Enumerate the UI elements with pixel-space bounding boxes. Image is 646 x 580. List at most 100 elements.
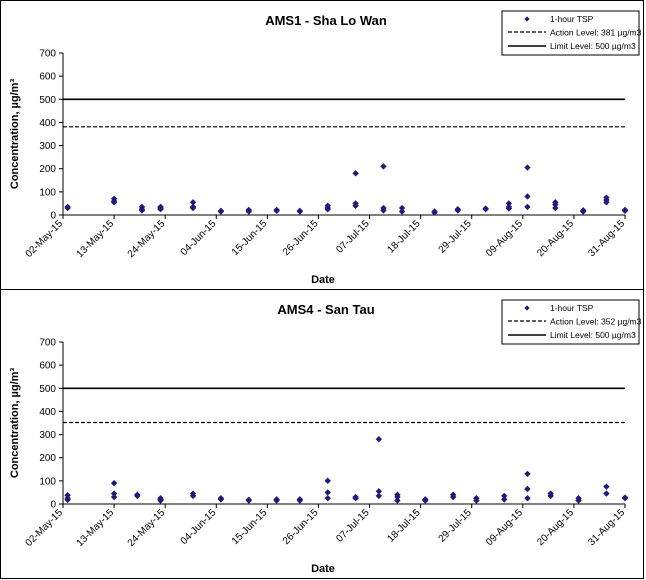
y-tick-label: 400 xyxy=(39,407,56,418)
data-point xyxy=(501,492,508,500)
data-point xyxy=(603,490,610,497)
y-tick-label: 400 xyxy=(39,118,56,129)
x-tick-label: 07-Jul-15 xyxy=(334,507,372,545)
data-point xyxy=(324,495,331,502)
data-point xyxy=(449,493,457,501)
legend-marker-tsp xyxy=(524,16,530,22)
data-point xyxy=(473,497,480,504)
data-point xyxy=(110,479,118,487)
chart-panel-ams4: AMS4 - San Tau 0 100 200 300 400 500 600 700 02-M… xyxy=(0,289,644,579)
data-point xyxy=(524,203,531,211)
x-tick-label: 13-May-15 xyxy=(75,507,117,549)
x-tick-label: 07-Jul-15 xyxy=(334,218,372,256)
y-tick-label: 500 xyxy=(39,384,56,395)
data-point xyxy=(375,436,383,443)
data-point xyxy=(273,497,280,504)
data-point xyxy=(217,496,225,503)
chart-ams4: AMS4 - San Tau 0 100 200 300 400 500 600 700 02-M… xyxy=(9,299,642,575)
x-tick-label: 24-May-15 xyxy=(126,218,168,260)
data-point xyxy=(524,164,531,171)
data-point xyxy=(524,470,531,478)
y-tick-label: 200 xyxy=(39,164,56,175)
chart-title: AMS1 - Sha Lo Wan xyxy=(265,13,387,28)
data-point xyxy=(621,495,629,502)
data-point xyxy=(110,199,118,206)
data-point xyxy=(296,208,304,215)
legend-marker-tsp xyxy=(524,305,530,311)
data-point xyxy=(394,493,401,501)
data-point xyxy=(352,202,359,209)
legend-label-action: Action Level: 381 µg/m3 xyxy=(550,28,642,38)
data-point xyxy=(110,490,118,497)
data-point xyxy=(352,495,359,502)
data-point xyxy=(505,200,513,207)
x-axis-title: Date xyxy=(311,563,335,575)
data-point xyxy=(575,497,582,504)
data-point xyxy=(324,477,331,485)
data-point xyxy=(110,493,118,501)
data-point xyxy=(552,204,559,212)
legend-label-tsp: 1-hour TSP xyxy=(550,303,594,313)
y-tick-label: 500 xyxy=(39,95,56,106)
legend-label-limit: Limit Level: 500 µg/m3 xyxy=(550,41,636,51)
x-tick-label: 29-Jul-15 xyxy=(437,218,475,256)
x-tick-label: 15-Jun-15 xyxy=(230,507,270,547)
y-tick-label: 0 xyxy=(50,500,56,511)
y-tick-label: 600 xyxy=(39,361,56,372)
data-point xyxy=(324,206,331,213)
x-tick-label: 31-Aug-15 xyxy=(586,507,627,548)
data-point xyxy=(352,170,359,177)
data-point xyxy=(380,207,387,214)
data-point xyxy=(189,199,197,206)
data-point xyxy=(217,208,225,215)
data-point xyxy=(64,496,71,504)
data-point xyxy=(454,207,461,214)
x-tick-label: 20-Aug-15 xyxy=(535,218,576,259)
chart-title: AMS4 - San Tau xyxy=(277,302,374,317)
y-tick-label: 700 xyxy=(39,49,56,60)
data-point xyxy=(296,497,304,504)
data-point xyxy=(157,206,164,213)
legend-label-limit: Limit Level: 500 µg/m3 xyxy=(550,330,636,340)
x-tick-label: 09-Aug-15 xyxy=(484,218,525,259)
y-axis-title: Concentration, µg/m³ xyxy=(9,79,21,190)
data-point xyxy=(398,204,406,212)
x-tick-label: 15-Jun-15 xyxy=(230,218,270,258)
x-tick-label: 29-Jul-15 xyxy=(437,507,475,545)
data-point xyxy=(547,492,554,500)
data-point xyxy=(603,199,610,206)
x-tick-label: 02-May-15 xyxy=(24,507,66,549)
legend: 1-hour TSP Action Level: 352 µg/m3 Limit L… xyxy=(501,299,642,345)
legend-box xyxy=(501,299,640,345)
data-point xyxy=(273,207,280,215)
x-tick-label: 26-Jun-15 xyxy=(281,507,321,547)
legend-label-action: Action Level: 352 µg/m3 xyxy=(550,317,642,327)
data-point xyxy=(552,201,559,208)
x-tick-label: 13-May-15 xyxy=(75,218,117,260)
data-point xyxy=(603,483,610,490)
data-point xyxy=(189,204,197,212)
y-tick-label: 300 xyxy=(39,141,56,152)
y-tick-label: 200 xyxy=(39,453,56,464)
y-tick-label: 0 xyxy=(50,211,56,222)
y-tick-label: 700 xyxy=(39,338,56,349)
x-tick-label: 24-May-15 xyxy=(126,507,168,549)
data-point xyxy=(138,207,146,214)
legend-label-tsp: 1-hour TSP xyxy=(550,14,594,24)
data-point xyxy=(579,208,587,215)
y-tick-label: 100 xyxy=(39,476,56,487)
data-point xyxy=(524,495,531,502)
data-point xyxy=(245,208,252,215)
data-point xyxy=(422,497,429,504)
x-axis-title: Date xyxy=(311,274,335,286)
data-point xyxy=(375,492,383,500)
x-tick-label: 04-Jun-15 xyxy=(179,218,219,258)
data-point xyxy=(157,497,164,504)
data-point xyxy=(64,204,71,212)
data-point xyxy=(621,207,629,215)
y-axis-title: Concentration, µg/m³ xyxy=(9,368,21,479)
data-point xyxy=(482,206,489,213)
y-tick-label: 600 xyxy=(39,72,56,83)
data-point xyxy=(134,492,141,500)
x-tick-label: 31-Aug-15 xyxy=(586,218,627,259)
